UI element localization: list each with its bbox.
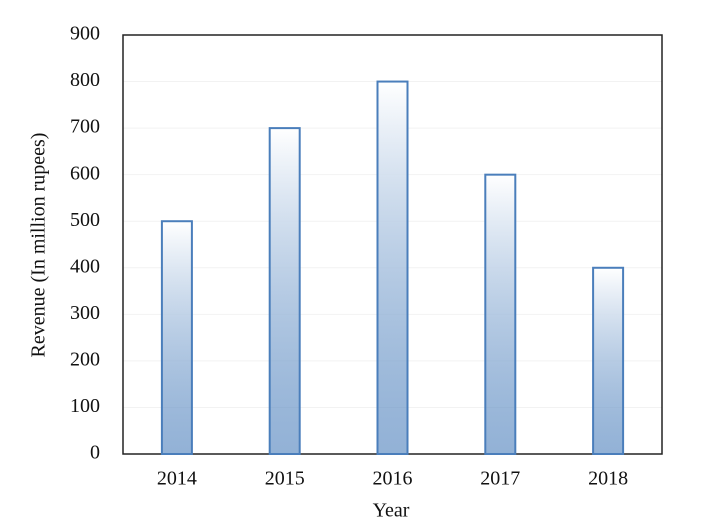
x-tick-label: 2016	[373, 468, 413, 490]
y-tick-label: 500	[70, 209, 100, 231]
bar	[160, 220, 193, 455]
x-axis-label: Year	[373, 500, 410, 522]
x-tick-label: 2014	[157, 468, 197, 490]
y-tick-label: 700	[70, 116, 100, 138]
y-tick-label: 900	[70, 23, 100, 45]
y-tick-label: 800	[70, 69, 100, 91]
x-tick-label: 2018	[588, 468, 628, 490]
bar	[592, 266, 625, 455]
x-tick-label: 2017	[480, 468, 520, 490]
bar	[484, 173, 517, 456]
x-tick-label: 2015	[265, 468, 305, 490]
y-tick-label: 300	[70, 302, 100, 324]
bar	[268, 127, 301, 455]
y-axis-label: Revenue (In million rupees)	[28, 133, 50, 358]
bar	[376, 80, 409, 456]
y-tick-label: 600	[70, 162, 100, 184]
y-tick-label: 200	[70, 348, 100, 370]
y-tick-label: 100	[70, 395, 100, 417]
y-tick-label: 0	[90, 442, 100, 464]
y-tick-label: 400	[70, 255, 100, 277]
